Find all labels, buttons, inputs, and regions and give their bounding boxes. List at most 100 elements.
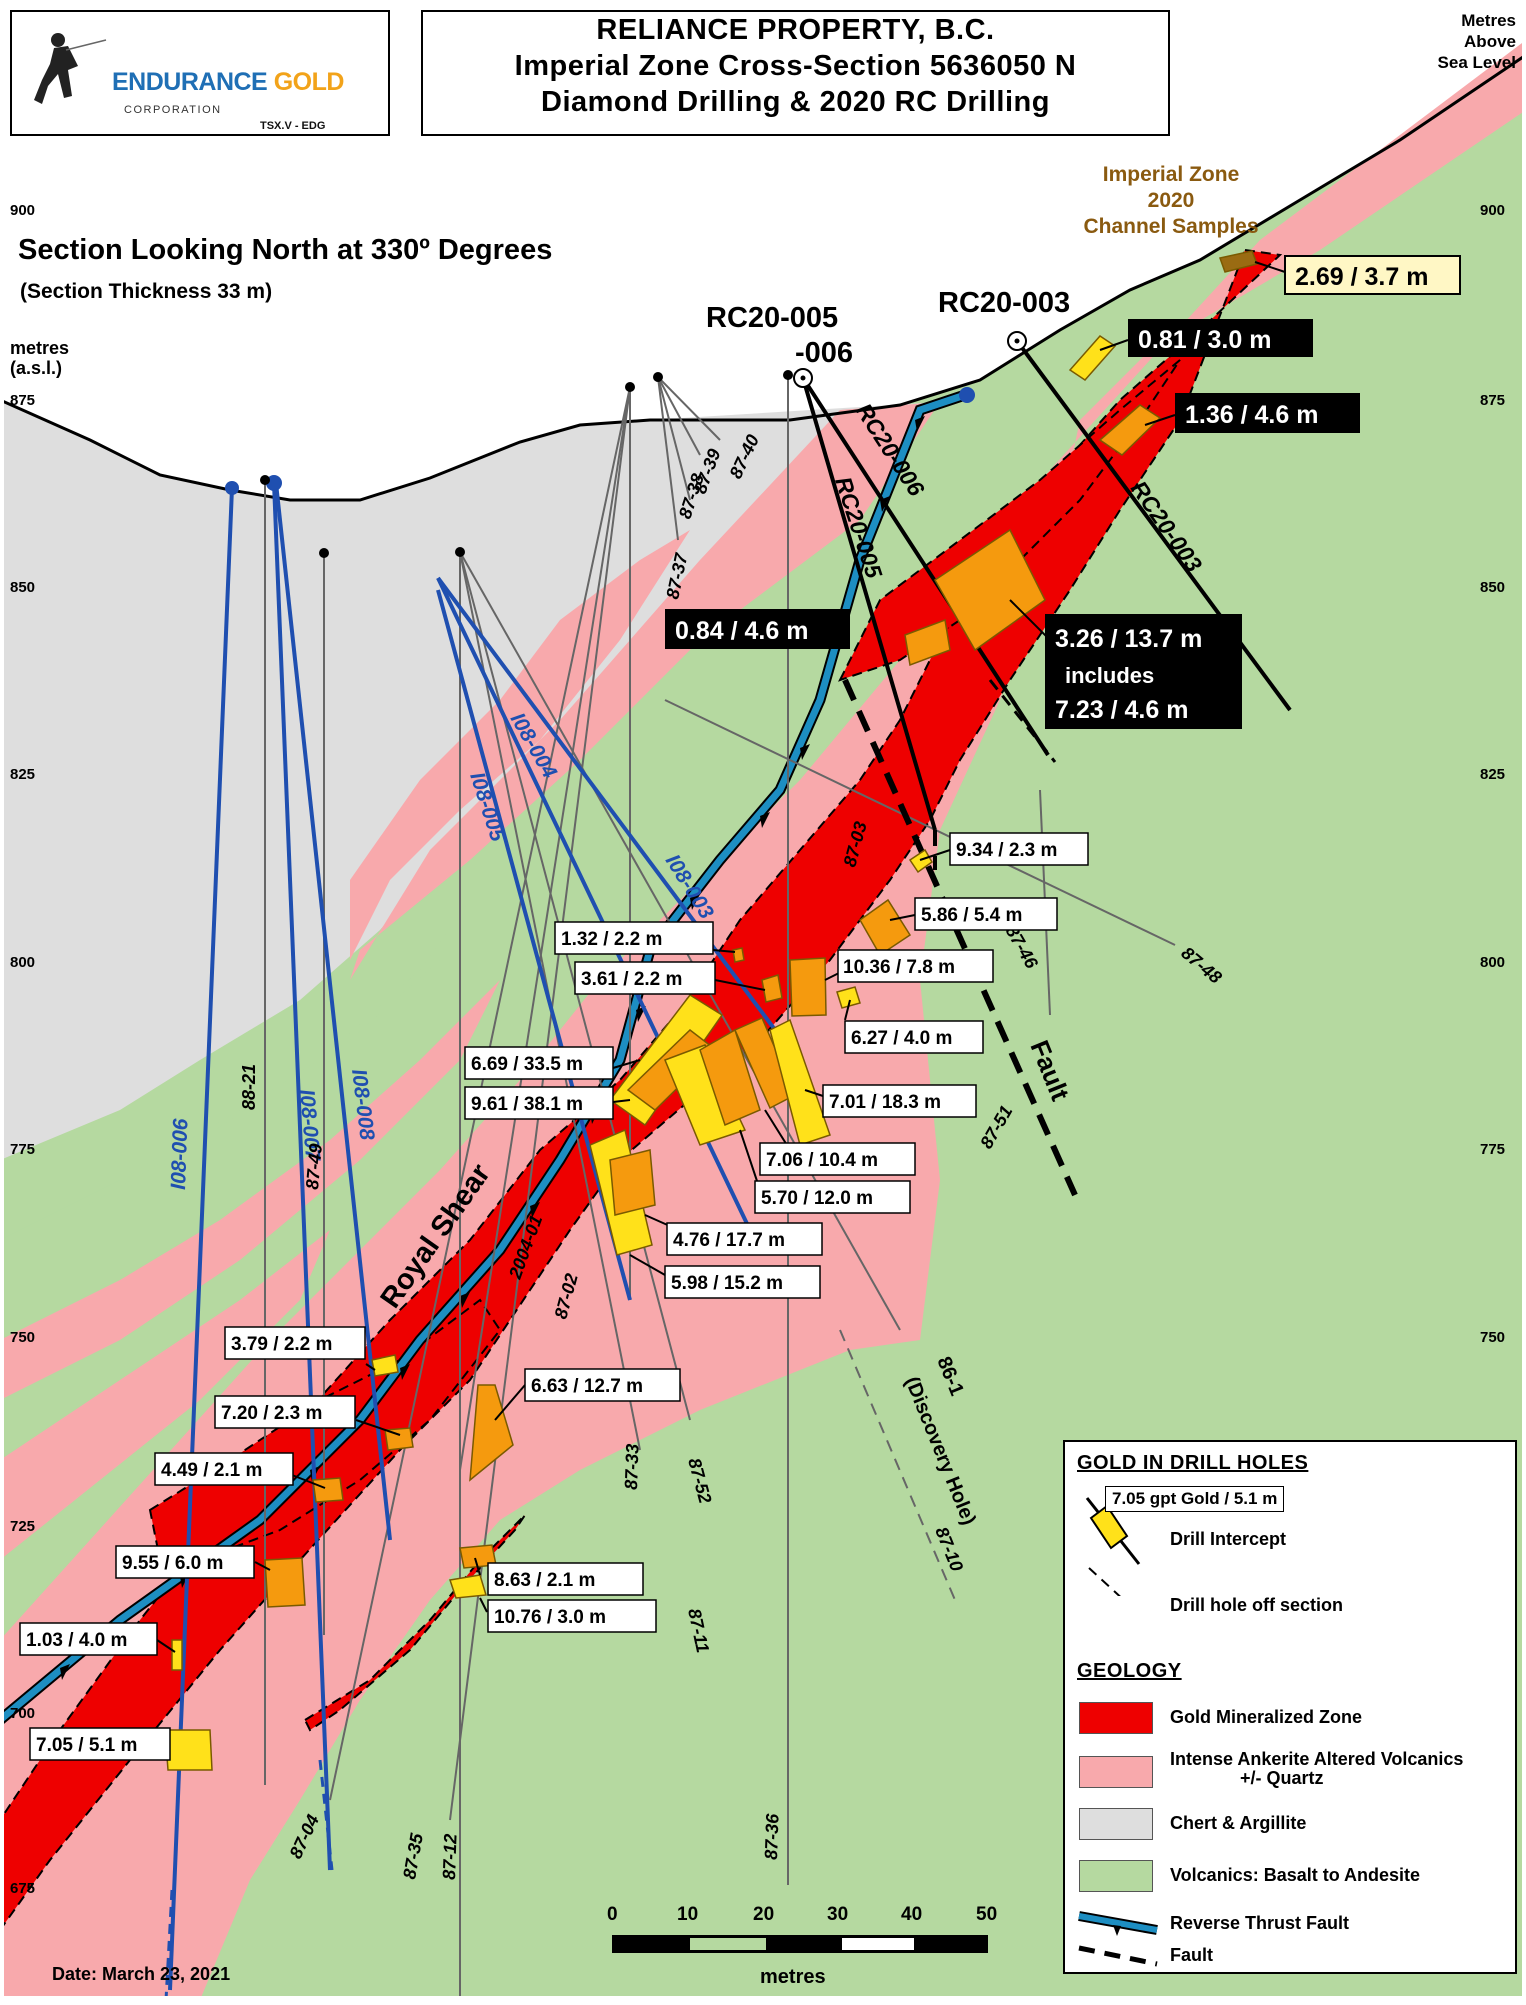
- legend-off-section: Drill hole off section: [1170, 1595, 1344, 1615]
- elev-tick-left: 900: [10, 202, 35, 219]
- intercept-1076: 10.76 / 3.0 m: [494, 1607, 606, 1628]
- intercept-961: 9.61 / 38.1 m: [471, 1094, 583, 1115]
- scale-tick-30: 30: [827, 1904, 849, 1925]
- intercept-326: 3.26 / 13.7 m: [1055, 625, 1202, 653]
- channel-intercept: 2.69 / 3.7 m: [1295, 263, 1428, 291]
- gold-zone-upper-lens: [838, 359, 1181, 682]
- svg-text:775: 775: [10, 1141, 35, 1158]
- legend-ankerite-1: Intense Ankerite Altered Volcanics: [1170, 1749, 1464, 1769]
- label-88-21: 88-21: [239, 1064, 259, 1110]
- hole-i08-006-offsection: [164, 1889, 174, 1996]
- elevation-header: Metres Above Sea Level: [1437, 11, 1516, 72]
- company-logo: ENDURANCE GOLD CORPORATION TSX.V - EDG: [10, 10, 390, 136]
- svg-text:875: 875: [10, 392, 35, 409]
- label-87-12: 87-12: [439, 1833, 461, 1880]
- left-axis-unit: metres (a.s.l.): [10, 338, 70, 378]
- svg-text:750: 750: [1480, 1329, 1505, 1346]
- elev-tick-right: 900: [1480, 202, 1505, 219]
- title-line-3: Diamond Drilling & 2020 RC Drilling: [541, 86, 1050, 118]
- company-name: ENDURANCE GOLD: [112, 68, 344, 96]
- map-legend: GOLD IN DRILL HOLES 7.05 gpt Gold / 5.1 …: [1063, 1440, 1517, 1974]
- svg-text:775: 775: [1480, 1141, 1505, 1158]
- svg-text:675: 675: [10, 1880, 35, 1897]
- legend-drill-intercept: Drill Intercept: [1170, 1529, 1287, 1549]
- svg-text:800: 800: [10, 954, 35, 971]
- map-date: Date: March 23, 2021: [52, 1964, 231, 1984]
- svg-text:700: 700: [10, 1705, 35, 1722]
- label-rc20-005-006-l1: RC20-005: [706, 302, 838, 334]
- ankerite-unit-lower: [4, 980, 500, 1398]
- intercept-136: 1.36 / 4.6 m: [1185, 401, 1318, 429]
- intercept-669: 6.69 / 33.5 m: [471, 1054, 583, 1075]
- intercept-1036: 10.36 / 7.8 m: [843, 957, 955, 978]
- hole-i08-007-offsection: [318, 1759, 334, 1871]
- ankerite-unit-left: [4, 1230, 330, 1557]
- intercept-includes: includes: [1065, 663, 1154, 688]
- title-line-2: Imperial Zone Cross-Section 5636050 N: [514, 50, 1077, 82]
- intercept-598: 5.98 / 15.2 m: [671, 1273, 783, 1294]
- svg-text:850: 850: [1480, 579, 1505, 596]
- intercept-shapes: [164, 250, 1259, 1771]
- scale-unit: metres: [760, 1966, 826, 1988]
- legend-swatch-ankerite: [1079, 1756, 1153, 1788]
- intercept-449: 4.49 / 2.1 m: [161, 1460, 262, 1481]
- hole-87-10-offsection: [839, 1329, 956, 1601]
- section-looking: Section Looking North at 330º Degrees: [18, 234, 553, 266]
- label-rc20-005-006-l2: -006: [795, 337, 853, 369]
- svg-text:800: 800: [1480, 954, 1505, 971]
- intercept-934: 9.34 / 2.3 m: [956, 840, 1057, 861]
- rc-drill-holes: [801, 339, 1292, 831]
- intercept-361: 3.61 / 2.2 m: [581, 969, 682, 990]
- legend-volcanics: Volcanics: Basalt to Andesite: [1170, 1865, 1421, 1885]
- scale-tick-0: 0: [607, 1904, 618, 1925]
- svg-text:825: 825: [10, 766, 35, 783]
- intercept-706: 7.06 / 10.4 m: [766, 1150, 878, 1171]
- thrust-fault-symbol-icon: [1078, 1911, 1158, 1936]
- intercept-723: 7.23 / 4.6 m: [1055, 696, 1188, 724]
- intercept-379: 3.79 / 2.2 m: [231, 1334, 332, 1355]
- scale-tick-40: 40: [901, 1904, 923, 1925]
- intercept-symbol-icon: [1085, 1497, 1141, 1596]
- scale-tick-20: 20: [753, 1904, 775, 1925]
- label-87-33: 87-33: [621, 1443, 643, 1490]
- legend-gold-zone: Gold Mineralized Zone: [1170, 1707, 1363, 1727]
- intercept-476: 4.76 / 17.7 m: [673, 1230, 785, 1251]
- intercept-103: 1.03 / 4.0 m: [26, 1630, 127, 1651]
- label-87-49: 87-49: [302, 1143, 326, 1191]
- legend-swatch-volcanics: [1079, 1860, 1153, 1892]
- intercept-570: 5.70 / 12.0 m: [761, 1188, 873, 1209]
- legend-chert: Chert & Argillite: [1170, 1813, 1307, 1833]
- ticker: TSX.V - EDG: [260, 120, 326, 132]
- intercept-627: 6.27 / 4.0 m: [851, 1028, 952, 1049]
- intercept-705: 7.05 / 5.1 m: [36, 1735, 137, 1756]
- intercept-081: 0.81 / 3.0 m: [1138, 326, 1271, 354]
- fault-line: [842, 678, 1078, 1197]
- legend-ankerite-2: +/- Quartz: [1240, 1768, 1324, 1788]
- intercept-labels-white: 9.34 / 2.3 m 5.86 / 5.4 m 1.32 / 2.2 m 1…: [19, 832, 1089, 1761]
- legend-thrust: Reverse Thrust Fault: [1170, 1913, 1350, 1933]
- svg-text:875: 875: [1480, 392, 1505, 409]
- channel-samples-label: Imperial Zone 2020 Channel Samples: [1083, 163, 1259, 238]
- section-thickness: (Section Thickness 33 m): [20, 280, 273, 303]
- rc20-006-projection: [988, 679, 1057, 763]
- intercept-701: 7.01 / 18.3 m: [829, 1092, 941, 1113]
- legend-swatch-chert: [1079, 1808, 1153, 1840]
- legend-swatch-gold: [1079, 1702, 1153, 1734]
- collars: [225, 370, 975, 558]
- label-rc20-003: RC20-003: [938, 287, 1070, 319]
- scale-tick-50: 50: [976, 1904, 998, 1925]
- title-line-1: RELIANCE PROPERTY, B.C.: [596, 14, 995, 46]
- label-i08-006: I08-006: [167, 1118, 192, 1190]
- gold-zone-lower-lens: [303, 1514, 526, 1732]
- scale-tick-10: 10: [677, 1904, 699, 1925]
- intercept-labels: 2.69 / 3.7 m 0.81 / 3.0 m 1.36 / 4.6 m 0…: [665, 255, 1461, 729]
- intercept-663: 6.63 / 12.7 m: [531, 1376, 643, 1397]
- intercept-586: 5.86 / 5.4 m: [921, 905, 1022, 926]
- fault-symbol-icon: [1078, 1945, 1158, 1967]
- elevation-axis: 900 875 850 825 800 775 750 725 700 675 …: [10, 202, 1505, 1897]
- label-87-36: 87-36: [761, 1812, 783, 1860]
- legend-example-label: 7.05 gpt Gold / 5.1 m: [1105, 1486, 1285, 1512]
- company-corp: CORPORATION: [124, 104, 222, 116]
- legend-gold-heading: GOLD IN DRILL HOLES: [1077, 1452, 1309, 1474]
- scale-bar: [612, 1935, 988, 1953]
